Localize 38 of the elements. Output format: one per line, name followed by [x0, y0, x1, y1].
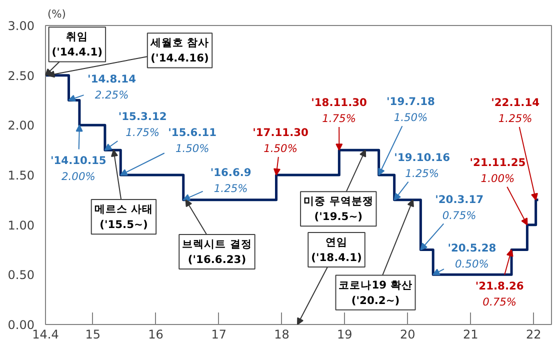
x-tick-label: 22 — [526, 328, 542, 342]
annotation: '19.10.16 1.25% — [394, 151, 450, 180]
x-tick-label: 16 — [148, 328, 164, 342]
annotation: 취임 ('14.4.1) — [52, 30, 103, 59]
annotation: '17.11.30 1.50% — [252, 126, 308, 156]
annotation: '14.8.14 2.25% — [88, 72, 136, 102]
annotation: '21.8.26 0.75% — [475, 280, 524, 309]
y-tick-label: 0.50 — [8, 268, 34, 282]
x-tick-label: 18 — [274, 328, 290, 342]
annotation: '15.3.12 1.75% — [118, 110, 167, 140]
annotation: '21.11.25 1.00% — [470, 156, 526, 186]
annotation: '20.5.28 0.50% — [448, 242, 496, 271]
y-tick-label: 1.50 — [8, 168, 34, 182]
annotation: 세월호 참사 ('14.4.16) — [149, 36, 210, 65]
annotation: '19.7.18 1.50% — [386, 95, 435, 124]
x-tick-label: 15 — [85, 328, 101, 342]
x-tick-label: 19 — [337, 328, 352, 342]
y-tick-label: 0.00 — [8, 318, 34, 332]
x-tick-label: 17 — [211, 328, 227, 342]
annotation: 메르스 사태 ('15.5~) — [94, 202, 154, 232]
annotation: '15.6.11 1.50% — [168, 126, 217, 156]
annotation: '16.6.9 1.25% — [210, 166, 252, 195]
annotation: 브렉시트 결정 ('16.6.23) — [182, 237, 252, 266]
annotation: '14.10.15 2.00% — [50, 154, 106, 184]
y-axis-title: (%) — [48, 8, 66, 20]
y-tick-label: 2.50 — [8, 68, 34, 83]
annotation: 코로나19 확산 ('20.2~) — [338, 278, 412, 307]
annotation: '20.3.17 0.75% — [435, 192, 484, 222]
annotation: '18.11.30 1.75% — [311, 96, 367, 126]
annotation: 미중 무역분쟁 ('19.5~) — [304, 194, 374, 224]
y-tick-label: 2.00 — [8, 118, 34, 133]
x-tick-label: 21 — [463, 328, 478, 342]
x-tick-label: 20 — [400, 328, 416, 342]
annotation: 연임 ('18.4.1) — [311, 235, 362, 264]
y-tick-label: 3.00 — [8, 19, 34, 33]
y-tick-label: 1.00 — [8, 218, 34, 232]
x-tick-label: 14.4 — [32, 328, 59, 342]
annotation: '22.1.14 1.25% — [491, 96, 540, 126]
